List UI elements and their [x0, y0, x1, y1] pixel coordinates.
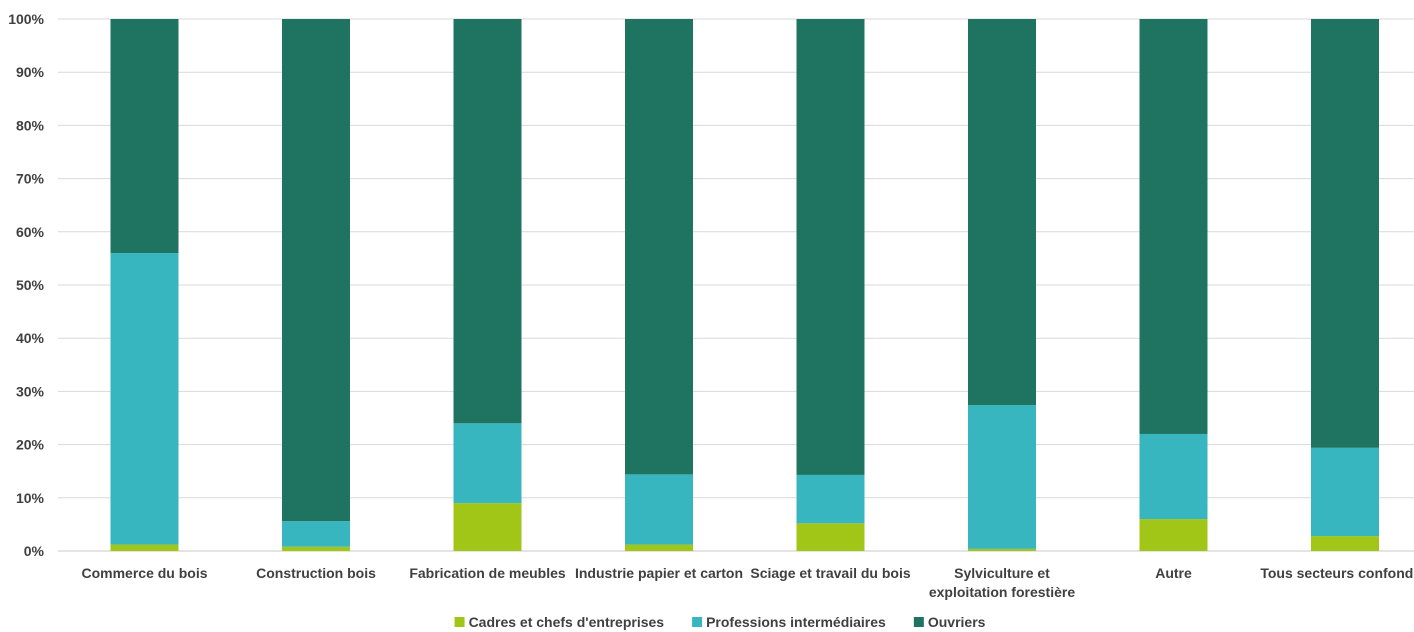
y-axis: 0% 10% 20% 30% 40% 50% 60% 70% 80% 90% 100%	[8, 11, 44, 559]
x-axis: Commerce du bois Construction bois Fabrica…	[81, 565, 1414, 600]
x-tick-label: Sylviculture et exploitation forestière	[929, 565, 1075, 600]
bar-segment	[625, 474, 693, 545]
legend-label: Cadres et chefs d'entreprises	[469, 614, 665, 630]
legend-swatch	[454, 617, 465, 627]
bar-segment	[968, 405, 1036, 549]
y-tick-label: 100%	[8, 11, 44, 27]
x-tick-label-line: Sylviculture et	[954, 565, 1050, 581]
bar-segment	[796, 474, 865, 524]
bar-segment	[968, 548, 1036, 551]
legend-swatch	[913, 617, 924, 627]
x-tick-label: Tous secteurs confondus	[1260, 565, 1414, 581]
y-tick-label: 10%	[16, 490, 45, 506]
bar-segment	[1139, 19, 1208, 434]
x-tick-label-line: Tous secteurs confondus	[1260, 565, 1414, 581]
x-tick-label-line: Commerce du bois	[81, 565, 207, 581]
x-tick-label: Sciage et travail du bois	[750, 565, 910, 581]
x-tick-label-line: Construction bois	[256, 565, 376, 581]
x-tick-label-line: Sciage et travail du bois	[750, 565, 910, 581]
x-tick-label-line: Autre	[1155, 565, 1192, 581]
legend-swatch	[692, 617, 703, 627]
x-tick-label: Construction bois	[256, 565, 376, 581]
bar-segment	[1139, 519, 1208, 551]
y-tick-label: 90%	[16, 64, 45, 80]
y-tick-label: 30%	[16, 383, 45, 399]
bar-segment	[110, 544, 179, 551]
gridlines	[58, 18, 1414, 552]
bar-segment	[282, 546, 350, 551]
y-tick-label: 50%	[16, 277, 45, 293]
bar-segment	[282, 521, 350, 547]
bar-segment	[1311, 19, 1379, 448]
y-tick-label: 0%	[24, 543, 45, 559]
y-tick-label: 60%	[16, 224, 45, 240]
y-tick-label: 40%	[16, 330, 45, 346]
bar-segment	[453, 19, 522, 424]
bar-segment	[796, 523, 865, 551]
y-tick-label: 70%	[16, 171, 45, 187]
bar-segment	[625, 19, 693, 475]
bar-segment	[796, 19, 865, 475]
x-tick-label-line: exploitation forestière	[929, 584, 1075, 600]
bar-segment	[1311, 536, 1379, 551]
bar-segment	[625, 544, 693, 551]
bar-segment	[453, 503, 522, 551]
x-tick-label: Commerce du bois	[81, 565, 207, 581]
x-tick-label: Industrie papier et carton	[575, 565, 743, 581]
legend-label: Ouvriers	[928, 614, 986, 630]
legend-label: Professions intermédiaires	[706, 614, 886, 630]
legend: Cadres et chefs d'entreprises Professions…	[454, 614, 986, 630]
bar-segment	[110, 253, 179, 545]
bar-segment	[453, 423, 522, 504]
bar-segment	[1139, 433, 1208, 520]
y-tick-label: 80%	[16, 117, 45, 133]
bar-segment	[282, 19, 350, 522]
bar-segment	[110, 19, 179, 254]
x-tick-label: Fabrication de meubles	[409, 565, 566, 581]
bar-segment	[968, 19, 1036, 406]
x-tick-label: Autre	[1155, 565, 1192, 581]
bars	[110, 19, 1379, 551]
x-tick-label-line: Fabrication de meubles	[409, 565, 566, 581]
y-tick-label: 20%	[16, 437, 45, 453]
bar-segment	[1311, 447, 1379, 537]
x-tick-label-line: Industrie papier et carton	[575, 565, 743, 581]
